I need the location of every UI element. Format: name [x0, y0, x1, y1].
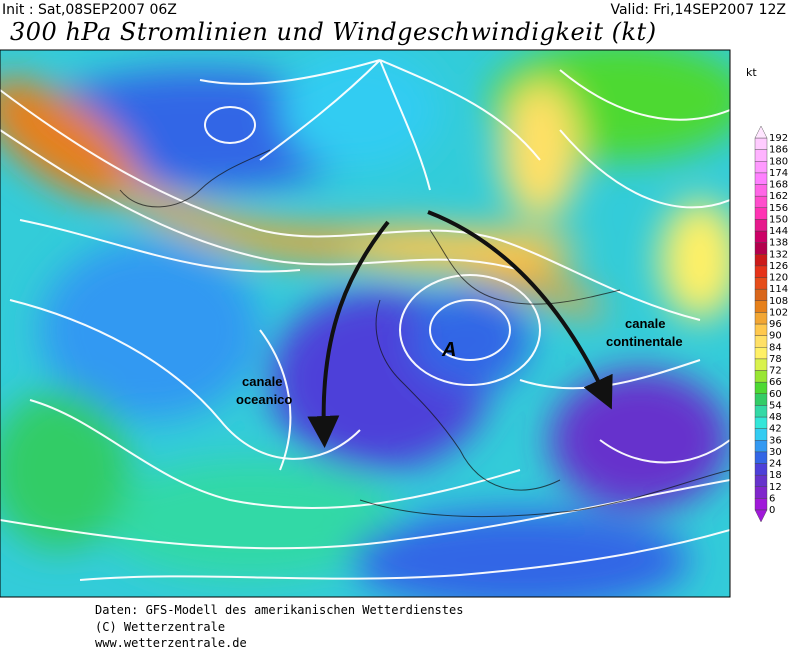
footer-line: www.wetterzentrale.de — [95, 636, 247, 648]
colorbar-label: 72 — [769, 366, 782, 377]
colorbar-label: 12 — [769, 482, 782, 493]
colorbar-swatch — [754, 428, 768, 441]
annotation: continentale — [606, 334, 683, 349]
colorbar-swatch — [754, 347, 768, 360]
colorbar-swatch — [754, 195, 768, 208]
colorbar-swatch — [754, 230, 768, 243]
colorbar-swatch — [754, 265, 768, 278]
colorbar-cap — [754, 509, 768, 523]
pressure-center: A — [441, 339, 456, 361]
colorbar-swatch — [754, 498, 768, 511]
colorbar-label: 186 — [769, 145, 788, 156]
flow-arrows — [307, 210, 613, 448]
colorbar-label: 156 — [769, 203, 788, 214]
colorbar-unit: kt — [746, 66, 757, 79]
colorbar-swatch — [754, 137, 768, 150]
colorbar-swatch — [754, 486, 768, 499]
colorbar-swatch — [754, 405, 768, 418]
colorbar-swatch — [754, 172, 768, 185]
colorbar-swatch — [754, 381, 768, 394]
colorbar-label: 108 — [769, 296, 788, 307]
annotation: oceanico — [236, 392, 292, 407]
colorbar-label: 90 — [769, 331, 782, 342]
colorbar-label: 24 — [769, 459, 782, 470]
map-frame — [0, 49, 731, 598]
colorbar-swatch — [754, 149, 768, 162]
init-time: Init : Sat,08SEP2007 06Z — [2, 2, 177, 18]
colorbar-label: 78 — [769, 354, 782, 365]
footer-line: (C) Wetterzentrale — [95, 620, 225, 634]
colorbar-swatch — [754, 358, 768, 371]
colorbar-label: 150 — [769, 214, 788, 225]
colorbar-swatch — [754, 161, 768, 174]
colorbar-cap — [754, 125, 768, 139]
colorbar-swatch — [754, 277, 768, 290]
annotation: canale — [242, 374, 282, 389]
colorbar-swatch — [754, 474, 768, 487]
colorbar-swatch — [754, 393, 768, 406]
colorbar-label: 144 — [769, 226, 788, 237]
colorbar-label: 114 — [769, 284, 788, 295]
map-area: canale oceanico canale continentale A — [0, 50, 730, 597]
colorbar-label: 132 — [769, 249, 788, 260]
colorbar-label: 66 — [769, 377, 782, 388]
colorbar-swatch — [754, 323, 768, 336]
colorbar-label: 102 — [769, 307, 788, 318]
colorbar-swatch — [754, 254, 768, 267]
colorbar-label: 126 — [769, 261, 788, 272]
colorbar-label: 0 — [769, 505, 775, 516]
colorbar-label: 30 — [769, 447, 782, 458]
colorbar-label: 36 — [769, 435, 782, 446]
colorbar-swatch — [754, 312, 768, 325]
colorbar-swatch — [754, 288, 768, 301]
colorbar-swatch — [754, 370, 768, 383]
colorbar-label: 84 — [769, 342, 782, 353]
colorbar-label: 180 — [769, 156, 788, 167]
valid-time: Valid: Fri,14SEP2007 12Z — [610, 2, 786, 18]
colorbar-label: 42 — [769, 424, 782, 435]
annotation: canale — [625, 316, 665, 331]
colorbar-swatch — [754, 416, 768, 429]
colorbar-label: 60 — [769, 389, 782, 400]
colorbar-label: 48 — [769, 412, 782, 423]
colorbar-swatch — [754, 207, 768, 220]
colorbar-swatch — [754, 463, 768, 476]
colorbar-swatch — [754, 300, 768, 313]
colorbar-label: 192 — [769, 133, 788, 144]
colorbar-swatch — [754, 184, 768, 197]
colorbar-label: 162 — [769, 191, 788, 202]
colorbar-label: 6 — [769, 493, 775, 504]
colorbar-label: 18 — [769, 470, 782, 481]
colorbar-label: 174 — [769, 168, 788, 179]
colorbar-label: 96 — [769, 319, 782, 330]
colorbar-swatch — [754, 451, 768, 464]
colorbar-label: 138 — [769, 238, 788, 249]
colorbar-swatch — [754, 219, 768, 232]
colorbar-label: 54 — [769, 400, 782, 411]
colorbar-label: 168 — [769, 180, 788, 191]
colorbar-label: 120 — [769, 273, 788, 284]
coastlines — [119, 149, 730, 518]
colorbar-swatch — [754, 335, 768, 348]
colorbar: 0612182430364248546066727884909610210811… — [754, 125, 788, 523]
map-title: 300 hPa Stromlinien und Windgeschwindigk… — [10, 18, 657, 46]
colorbar-swatch — [754, 440, 768, 453]
colorbar-swatch — [754, 242, 768, 255]
footer-line: Daten: GFS-Modell des amerikanischen Wet… — [95, 603, 463, 617]
